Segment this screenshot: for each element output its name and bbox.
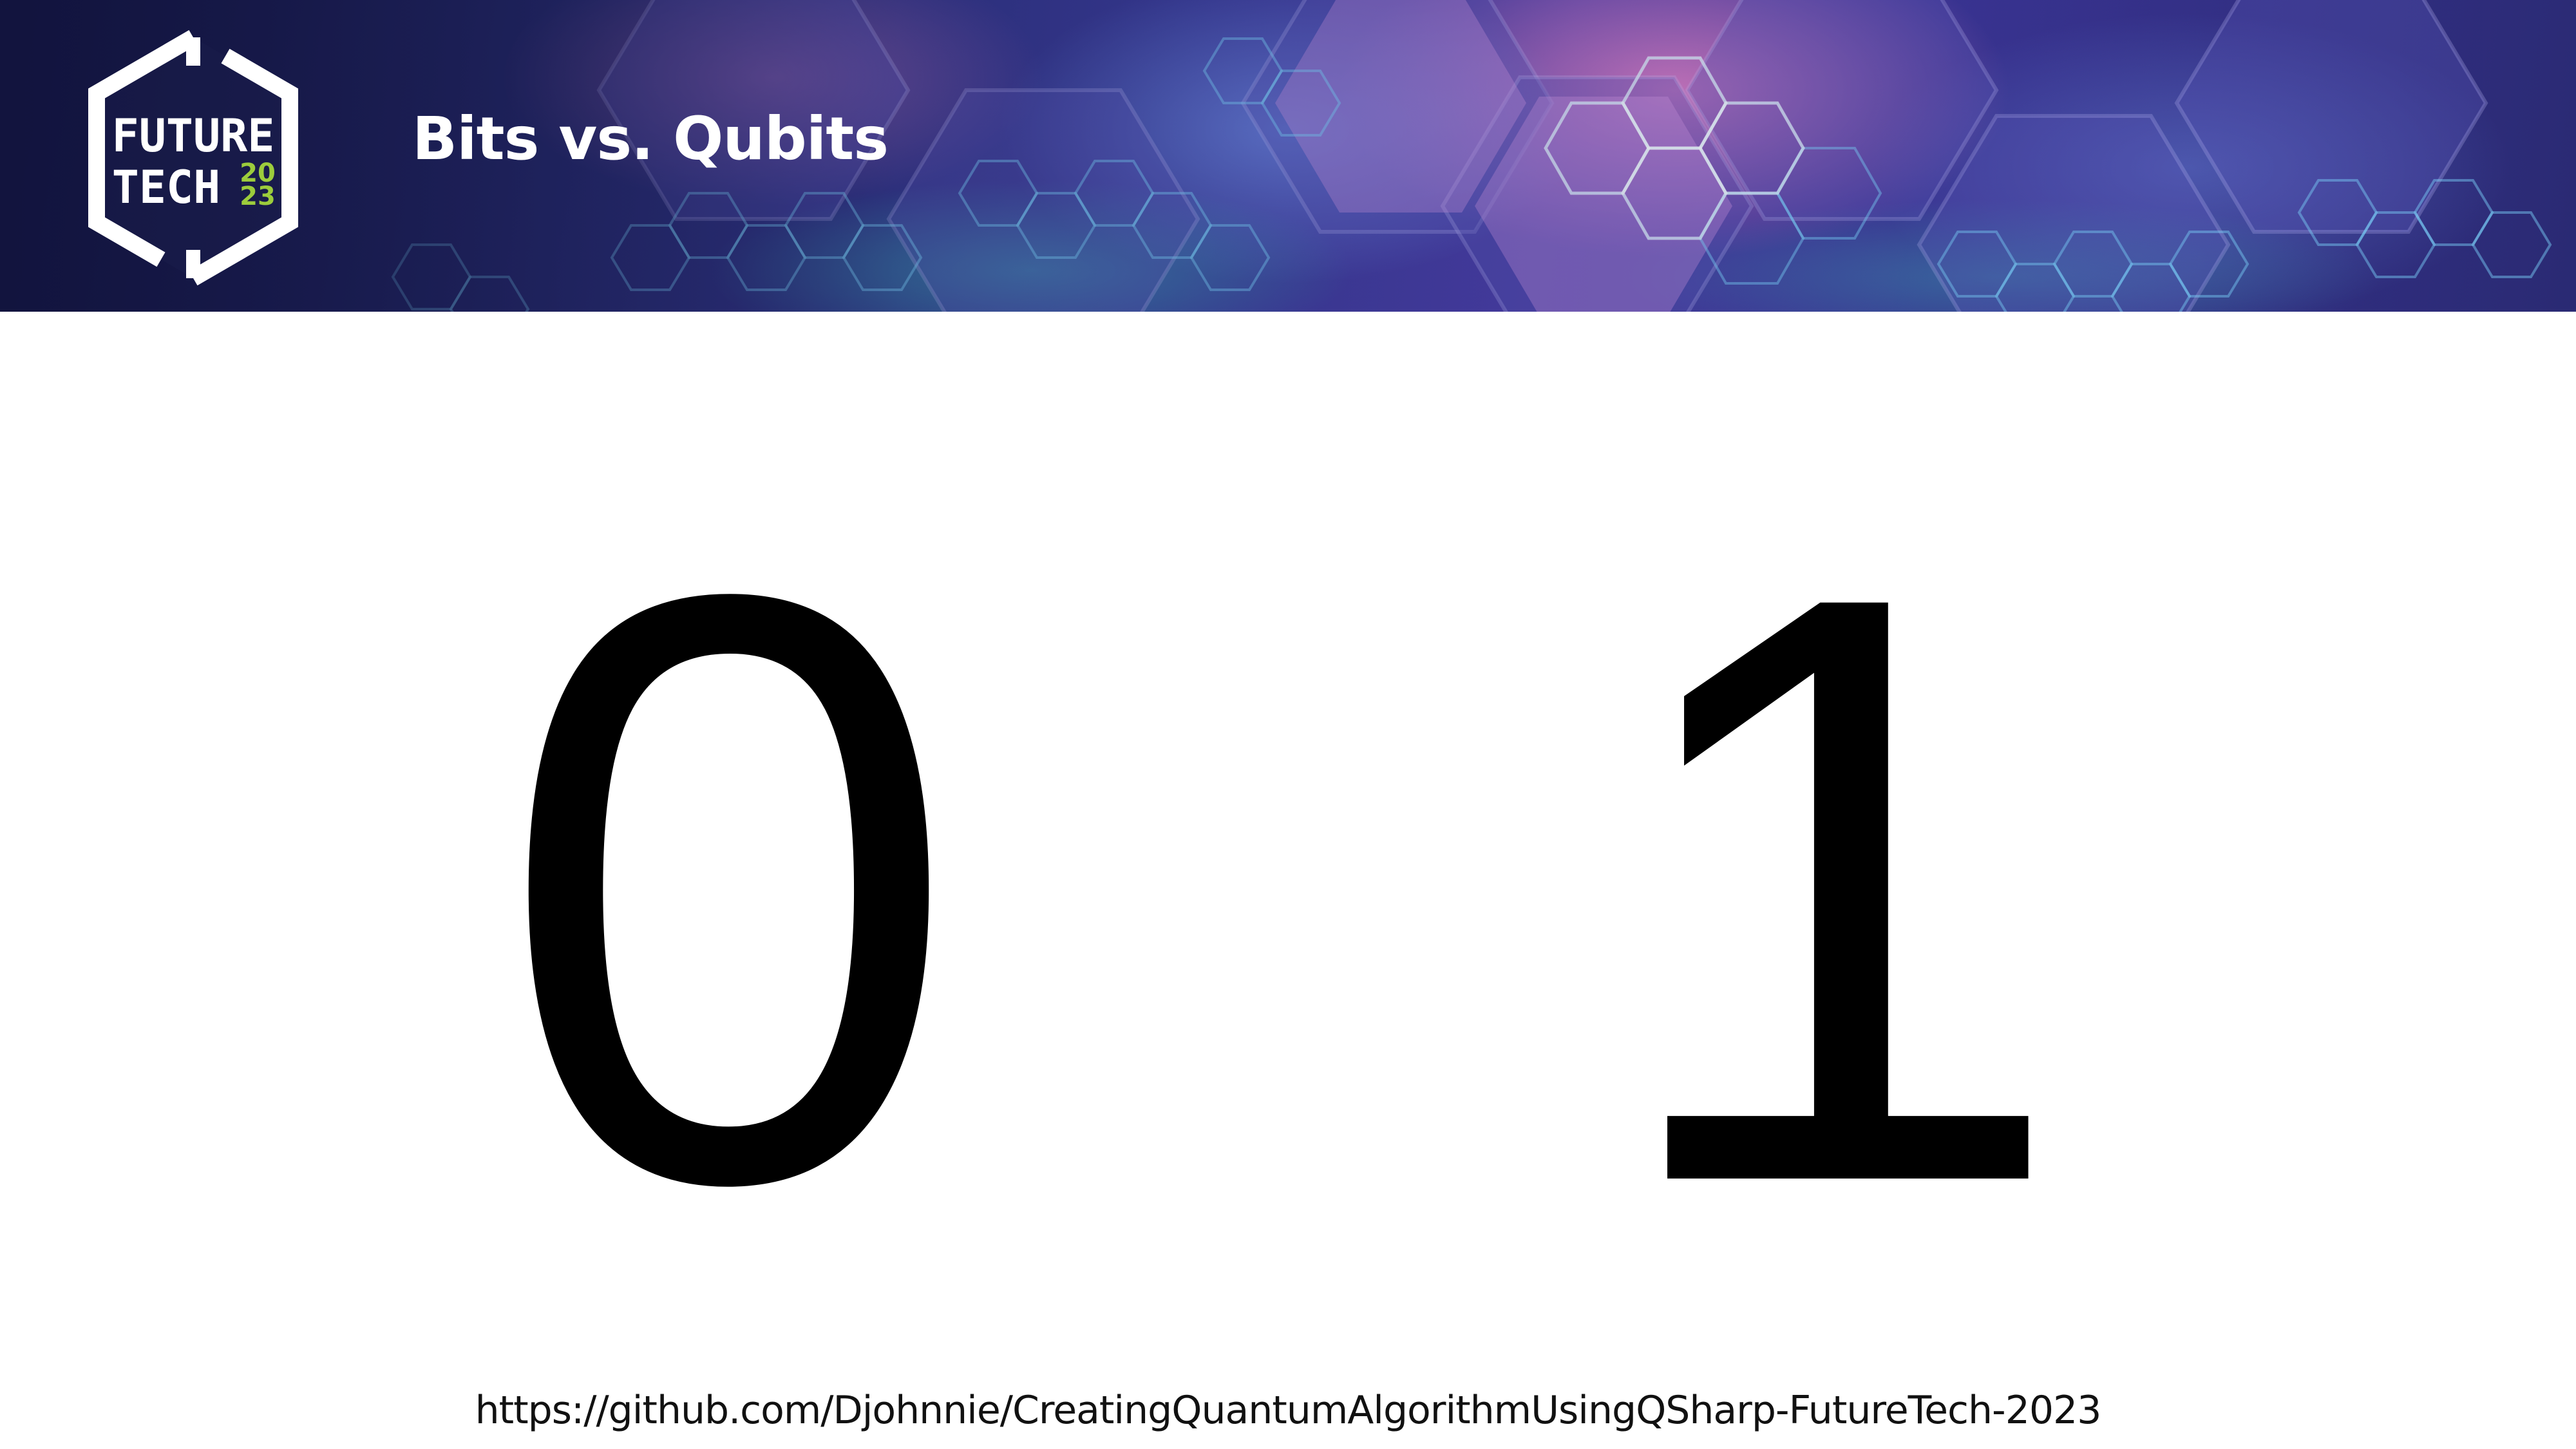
hexagon-background [0, 0, 2576, 312]
bit-one-digit: 1 [1604, 421, 2069, 1356]
slide-title: Bits vs. Qubits [412, 104, 889, 173]
header-banner: FUTURE TECH 20 23 Bits vs. Qubits [0, 0, 2576, 312]
logo-word-future: FUTURE [112, 109, 275, 162]
logo-year-top: 20 [240, 158, 276, 188]
logo-year-bottom: 23 [240, 182, 276, 211]
repository-url: https://github.com/Djohnnie/CreatingQuan… [475, 1388, 2102, 1433]
future-tech-logo: FUTURE TECH 20 23 [88, 30, 298, 286]
logo-word-tech: TECH [112, 161, 221, 214]
bit-zero-digit: 0 [496, 421, 961, 1356]
